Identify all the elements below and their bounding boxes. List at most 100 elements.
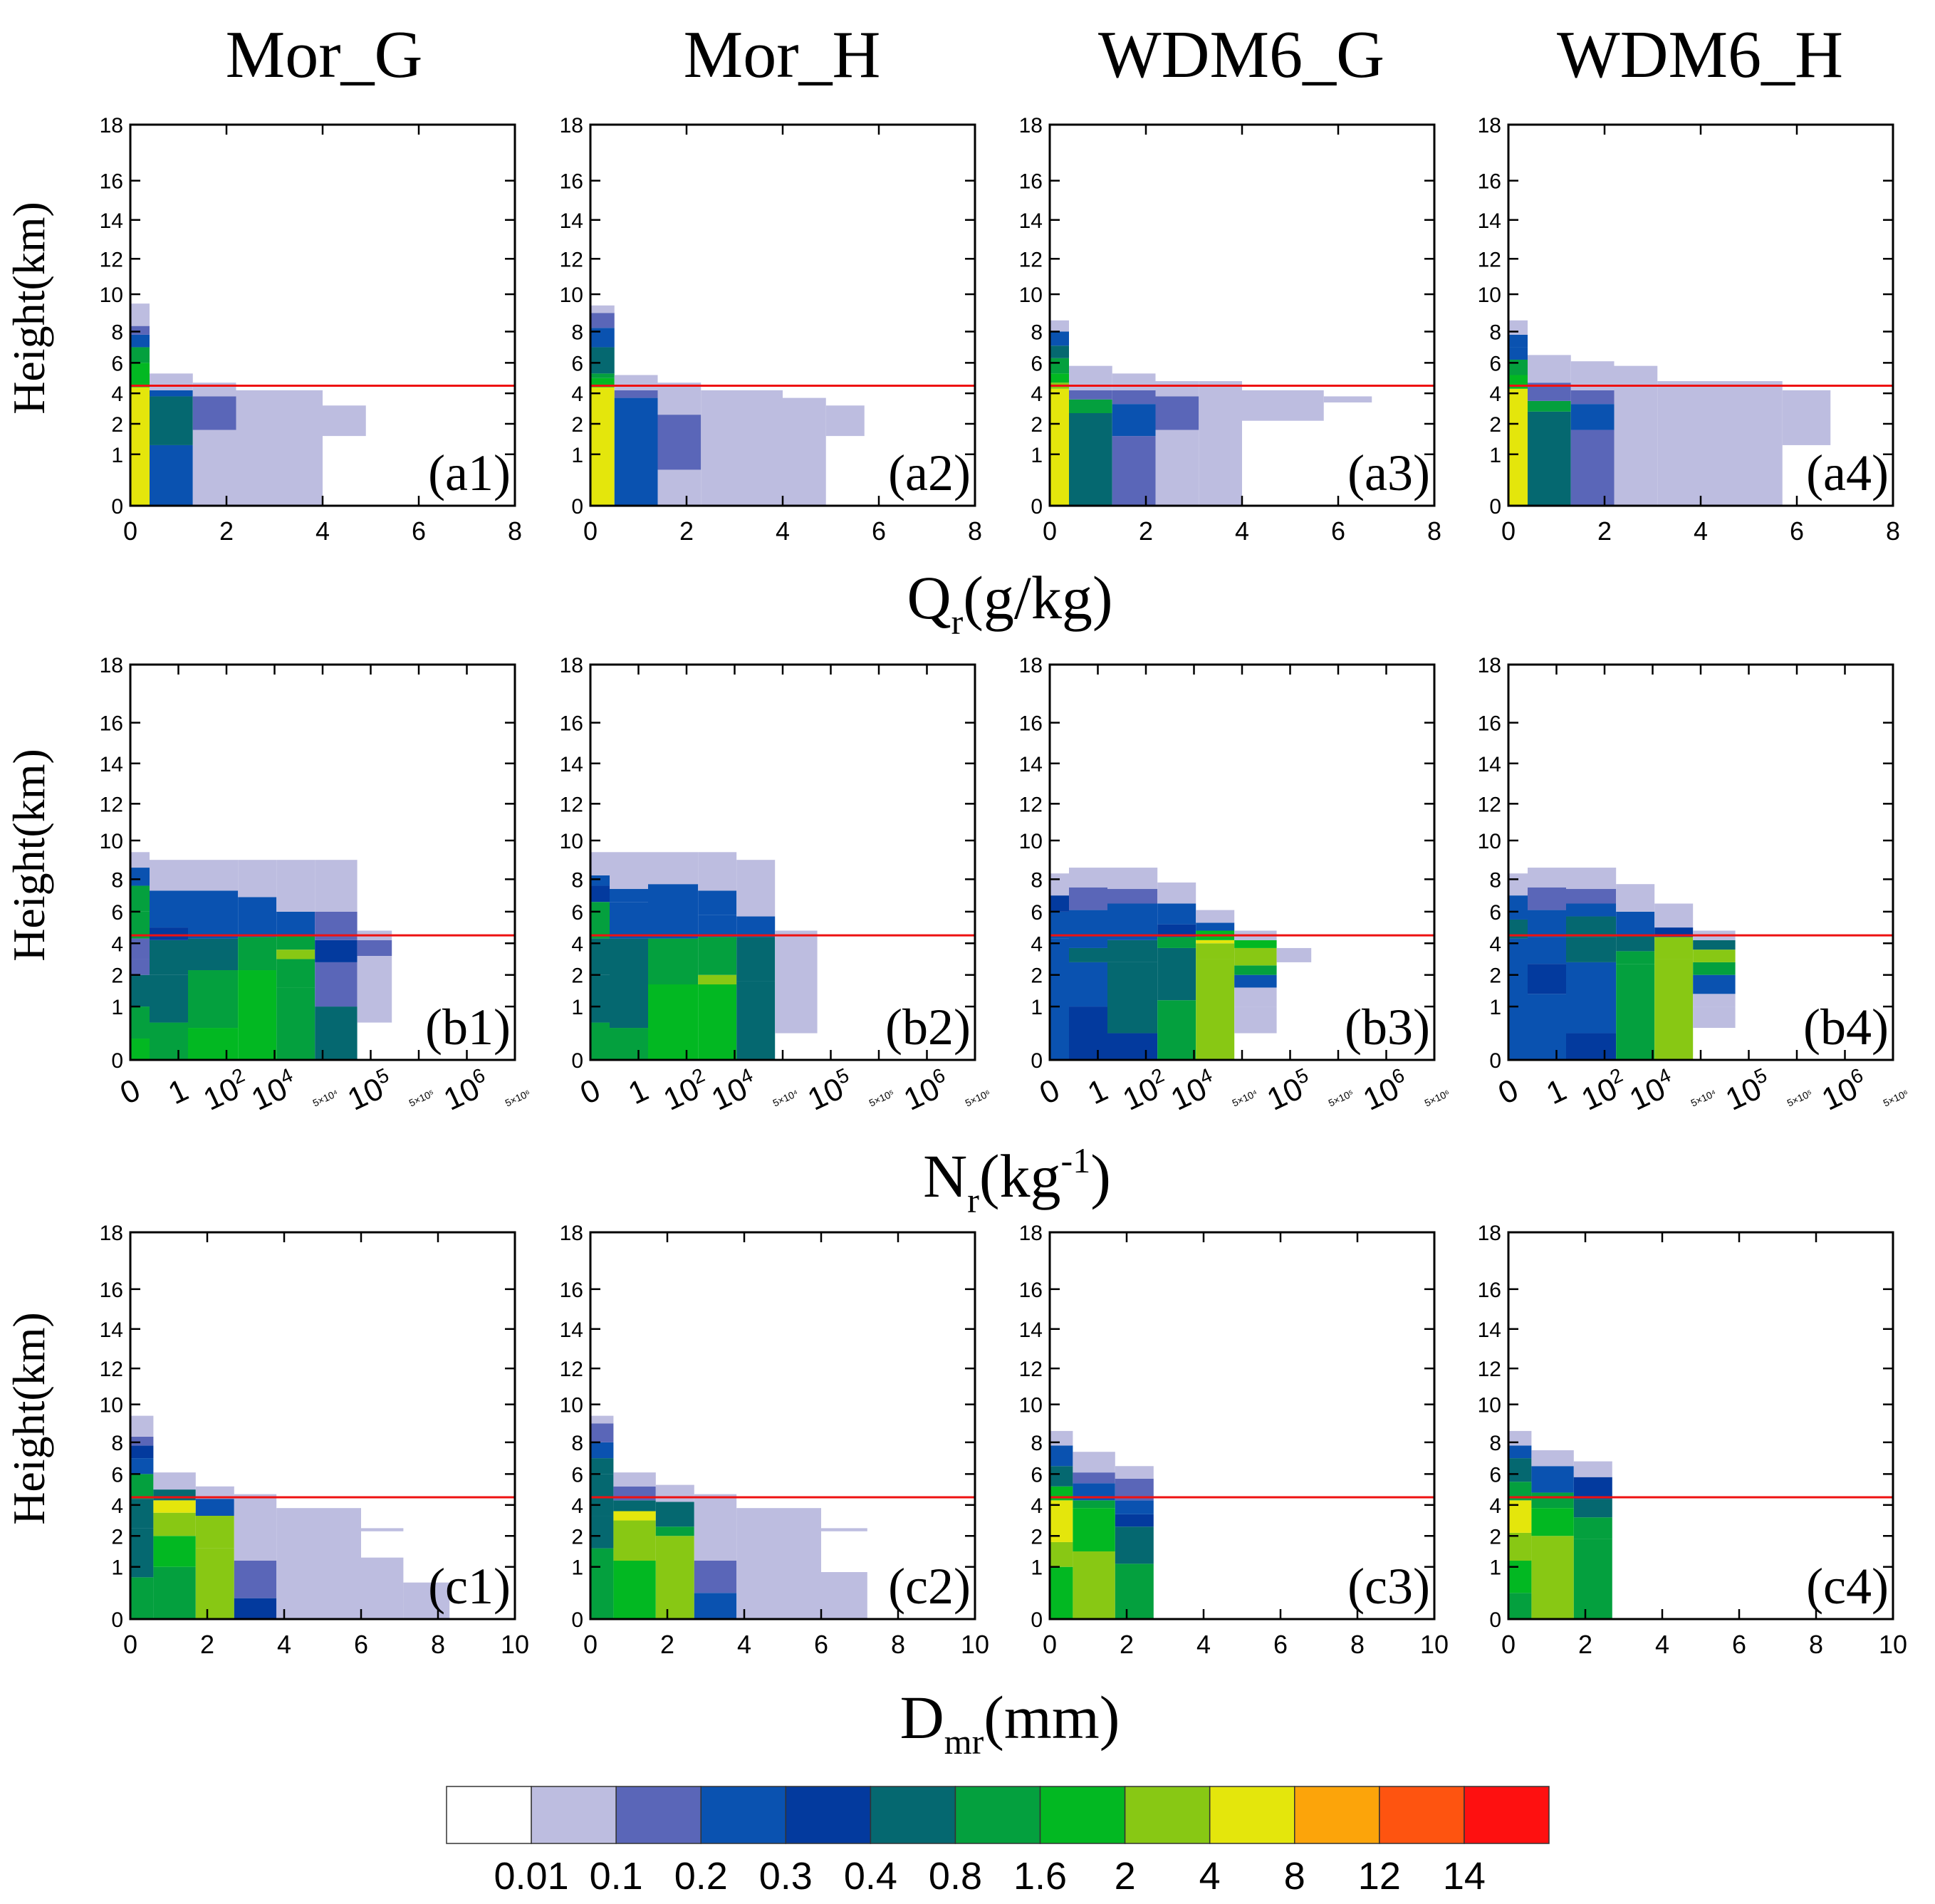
heatmap-cell: [1196, 922, 1235, 931]
x-tick-label: 4: [737, 1630, 751, 1659]
heatmap-cell: [150, 974, 188, 1023]
heatmap-cell: [1107, 962, 1158, 1034]
heatmap-cell: [590, 1415, 614, 1424]
heatmap-cell: [1693, 1006, 1736, 1029]
heatmap-cell: [821, 1528, 867, 1531]
x-tick-label: 2: [679, 516, 694, 546]
x-tick-label: 0: [1501, 1630, 1516, 1659]
y-tick-label: 2: [571, 1525, 583, 1549]
heatmap-cell: [1050, 388, 1069, 506]
heatmap-cell: [1069, 390, 1112, 400]
heatmap-cell: [1566, 903, 1617, 917]
heatmap-cell: [1115, 1500, 1154, 1514]
heatmap-cell: [1069, 399, 1112, 413]
heatmap-cell: [1157, 937, 1196, 948]
heatmap-cell: [1573, 1539, 1612, 1619]
heatmap-cell: [1112, 390, 1156, 405]
y-tick-label: 10: [100, 830, 123, 853]
heatmap-cell: [1069, 887, 1107, 910]
heatmap-cell: [130, 974, 150, 1007]
colorbar-label: 14: [1443, 1855, 1486, 1898]
heatmap-cell: [130, 1577, 154, 1619]
heatmap-cell: [648, 938, 699, 984]
heatmap-cell: [614, 375, 658, 390]
heatmap-cell: [590, 974, 610, 1023]
x-tick-label: 5×10⁶: [504, 1087, 533, 1108]
y-tick-label: 1: [111, 996, 123, 1019]
heatmap-cell: [1323, 396, 1372, 403]
heatmap-cell: [1050, 895, 1069, 912]
heatmap-cell: [590, 885, 610, 902]
heatmap-cell: [1234, 987, 1277, 1007]
x-tick-label: 102: [197, 1063, 255, 1117]
y-tick-label: 1: [571, 996, 583, 1019]
y-tick-label: 10: [1019, 283, 1043, 307]
y-tick-label: 12: [1478, 793, 1501, 816]
heatmap-cell: [195, 1516, 234, 1549]
y-tick-label: 16: [1019, 1279, 1043, 1302]
y-tick-label: 6: [111, 901, 123, 925]
y-tick-label: 14: [1478, 1318, 1501, 1342]
heatmap-cell: [234, 1494, 277, 1561]
heatmap-cell: [590, 1516, 614, 1549]
column-title-wdm6-h: WDM6_H: [1557, 18, 1843, 92]
y-tick-label: 2: [1031, 1525, 1043, 1549]
heatmap-cell: [590, 1423, 614, 1442]
y-tick-label: 10: [1019, 830, 1043, 853]
x-tick-label: 104: [705, 1063, 763, 1117]
y-tick-label: 16: [560, 712, 583, 736]
heatmap-cell: [1069, 412, 1112, 506]
heatmap-cell: [188, 890, 239, 939]
heatmap-cell: [1234, 1006, 1277, 1034]
heatmap-cell: [1528, 964, 1566, 994]
y-tick-label: 16: [1019, 170, 1043, 194]
y-tick-label: 12: [1019, 793, 1043, 816]
y-tick-label: 6: [1489, 901, 1501, 925]
y-tick-label: 0: [1489, 1049, 1501, 1073]
heatmap-cell: [1234, 965, 1277, 975]
x-tick-label: 4: [1694, 516, 1708, 546]
heatmap-cell: [130, 938, 150, 959]
heatmap-cell: [276, 860, 315, 912]
panel-label: (b4): [1803, 999, 1889, 1056]
colorbar-swatch: [785, 1786, 872, 1844]
y-tick-label: 0: [1031, 495, 1043, 519]
x-tick-label: 5×10⁵: [1785, 1087, 1815, 1108]
x-tick-label: 1: [623, 1072, 654, 1111]
x-tick-label: 2: [1578, 1630, 1592, 1659]
heatmap-cell: [590, 1458, 614, 1474]
heatmap-cell: [323, 405, 366, 437]
heatmap-cell: [234, 1561, 277, 1598]
x-tick-label: 6: [1331, 516, 1345, 546]
heatmap-cell: [1196, 959, 1235, 1060]
heatmap-cell: [1050, 320, 1069, 332]
heatmap-cell: [1112, 404, 1156, 437]
y-tick-label: 4: [1489, 932, 1501, 956]
heatmap-cell: [1107, 868, 1158, 890]
heatmap-cell: [590, 938, 610, 975]
heatmap-cell: [698, 852, 737, 891]
heatmap-cell: [1073, 1508, 1115, 1551]
x-tick-label: 4: [1235, 516, 1249, 546]
y-tick-label: 2: [1489, 413, 1501, 437]
y-tick-label: 6: [1031, 352, 1043, 375]
panel-label: (c4): [1806, 1558, 1889, 1615]
heatmap-cell: [613, 1472, 656, 1487]
heatmap-cell: [1508, 1445, 1532, 1459]
heatmap-cell: [614, 397, 658, 506]
y-tick-label: 10: [560, 1394, 583, 1417]
y-tick-label: 6: [1031, 901, 1043, 925]
y-tick-label: 0: [571, 1608, 583, 1632]
x-tick-label: 104: [1623, 1063, 1681, 1117]
heatmap-cell: [590, 902, 610, 939]
y-tick-label: 0: [571, 495, 583, 519]
heatmap-cell: [130, 1415, 154, 1437]
heatmap-cell: [1508, 347, 1528, 360]
heatmap-cell: [1528, 910, 1566, 937]
x-tick-label: 5×10⁴: [1230, 1087, 1259, 1108]
heatmap-cell: [1508, 388, 1528, 506]
y-tick-label: 10: [1019, 1394, 1043, 1417]
